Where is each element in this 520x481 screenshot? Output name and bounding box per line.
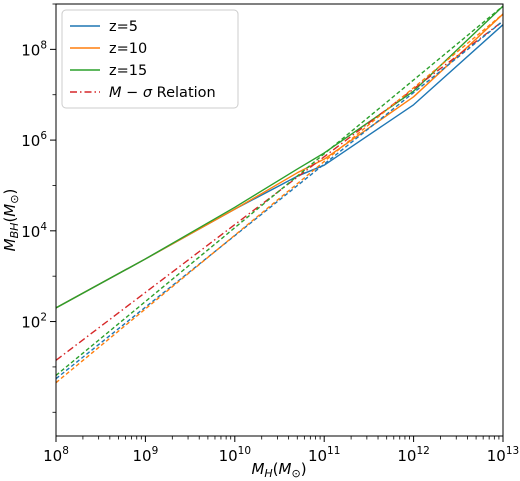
series-line-5: [55, 13, 504, 384]
series-line-4: [55, 20, 504, 380]
legend: z=5 z=10 z=15 M − σ Relation: [61, 9, 239, 109]
x-axis-label: MH(M⊙): [251, 460, 306, 480]
legend-label-1: z=10: [109, 41, 147, 57]
series-line-2: [55, 5, 504, 309]
plot-frame: [55, 3, 504, 437]
y-axis-label: MBH(M⊙): [1, 189, 21, 252]
x-tick-label-3: 1011: [308, 445, 340, 465]
y-tick-label-0: 102: [21, 312, 47, 332]
series-line-6: [55, 5, 504, 376]
legend-label-0: z=5: [109, 19, 138, 35]
x-tick-label-0: 108: [43, 445, 69, 465]
legend-label-2: z=15: [109, 63, 147, 79]
series-layer: [55, 5, 504, 384]
y-tick-label-1: 104: [21, 221, 47, 241]
y-tick-label-2: 106: [21, 130, 47, 150]
legend-box: [61, 9, 239, 109]
legend-entries: z=5 z=10 z=15 M − σ Relation: [70, 19, 216, 101]
y-tick-label-3: 108: [21, 39, 47, 59]
ticks-layer: 108 109 1010 1011 1012 1013 102 104 106 108: [21, 3, 519, 465]
legend-label-3: M − σ Relation: [109, 85, 216, 101]
x-tick-label-4: 1012: [397, 445, 429, 465]
x-tick-label-1: 109: [133, 445, 159, 465]
x-tick-label-2: 1010: [219, 445, 251, 465]
x-tick-label-5: 1013: [487, 445, 519, 465]
